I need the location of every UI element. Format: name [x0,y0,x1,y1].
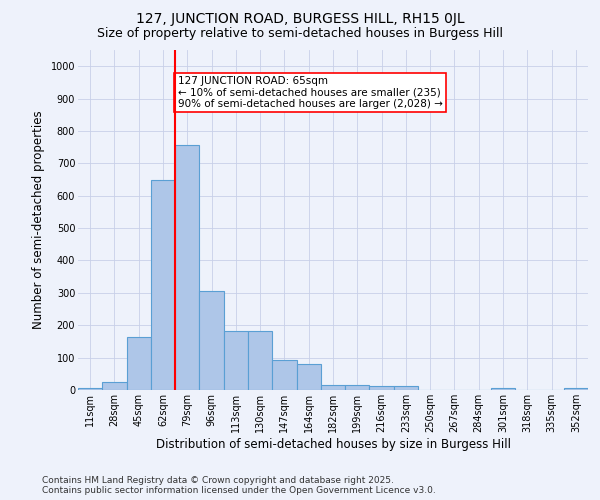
Bar [370,386,394,390]
Bar [491,388,515,390]
Bar [199,291,224,390]
Bar [564,388,588,390]
Bar [78,388,102,390]
Bar [248,330,272,390]
X-axis label: Distribution of semi-detached houses by size in Burgess Hill: Distribution of semi-detached houses by … [155,438,511,450]
Bar [296,364,321,390]
Bar [321,385,345,390]
Bar [394,386,418,390]
Bar [224,330,248,390]
Bar [272,360,296,390]
Text: 127 JUNCTION ROAD: 65sqm
← 10% of semi-detached houses are smaller (235)
90% of : 127 JUNCTION ROAD: 65sqm ← 10% of semi-d… [178,76,442,109]
Text: Size of property relative to semi-detached houses in Burgess Hill: Size of property relative to semi-detach… [97,28,503,40]
Y-axis label: Number of semi-detached properties: Number of semi-detached properties [32,110,45,330]
Bar [345,385,370,390]
Bar [102,382,127,390]
Bar [175,144,199,390]
Bar [127,336,151,390]
Text: Contains HM Land Registry data © Crown copyright and database right 2025.
Contai: Contains HM Land Registry data © Crown c… [42,476,436,495]
Text: 127, JUNCTION ROAD, BURGESS HILL, RH15 0JL: 127, JUNCTION ROAD, BURGESS HILL, RH15 0… [136,12,464,26]
Bar [151,180,175,390]
